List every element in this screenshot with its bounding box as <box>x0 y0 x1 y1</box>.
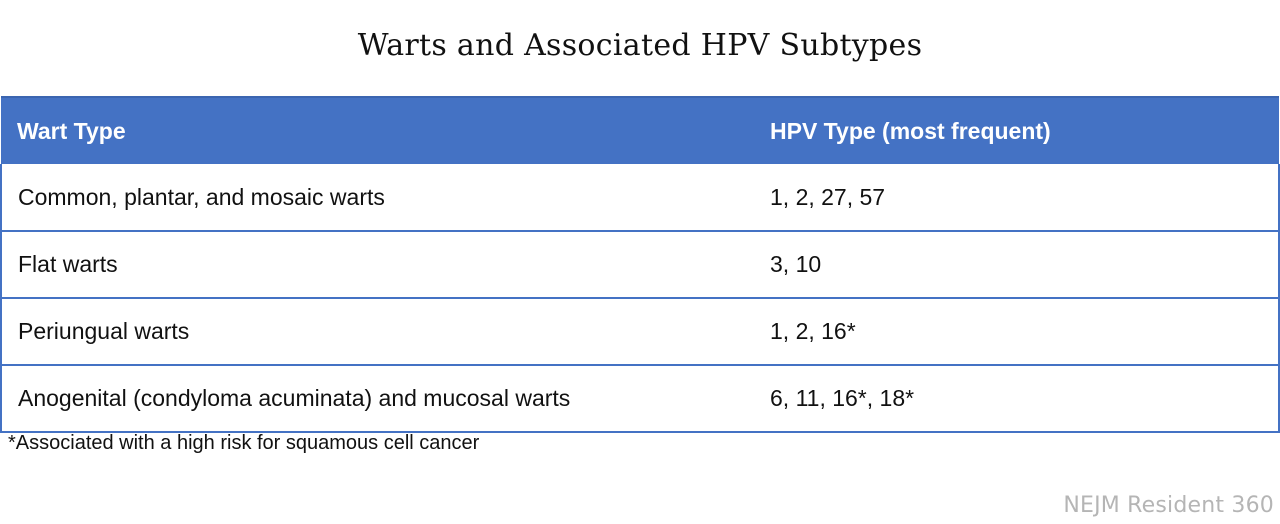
hpv-type-cell: 3, 10 <box>754 231 1280 299</box>
table-row: Periungual warts 1, 2, 16* <box>0 298 1280 366</box>
wart-type-cell: Periungual warts <box>0 298 754 366</box>
hpv-type-cell: 1, 2, 16* <box>754 298 1280 366</box>
hpv-table: Wart Type HPV Type (most frequent) Commo… <box>0 96 1280 433</box>
table-row: Anogenital (condyloma acuminata) and muc… <box>0 365 1280 433</box>
table-header-row: Wart Type HPV Type (most frequent) <box>1 96 1279 164</box>
wart-type-cell: Anogenital (condyloma acuminata) and muc… <box>0 365 754 433</box>
table-row: Common, plantar, and mosaic warts 1, 2, … <box>0 164 1280 232</box>
hpv-type-cell: 1, 2, 27, 57 <box>754 164 1280 232</box>
table-row: Flat warts 3, 10 <box>0 231 1280 299</box>
footnote: *Associated with a high risk for squamou… <box>8 432 480 454</box>
wart-type-cell: Flat warts <box>0 231 754 299</box>
column-header-hpv-type: HPV Type (most frequent) <box>754 96 1279 164</box>
wart-type-cell: Common, plantar, and mosaic warts <box>0 164 754 232</box>
page-title: Warts and Associated HPV Subtypes <box>357 28 923 63</box>
column-header-wart-type: Wart Type <box>1 96 754 164</box>
hpv-type-cell: 6, 11, 16*, 18* <box>754 365 1280 433</box>
brand-logo-text: NEJM Resident 360 <box>1063 493 1274 518</box>
